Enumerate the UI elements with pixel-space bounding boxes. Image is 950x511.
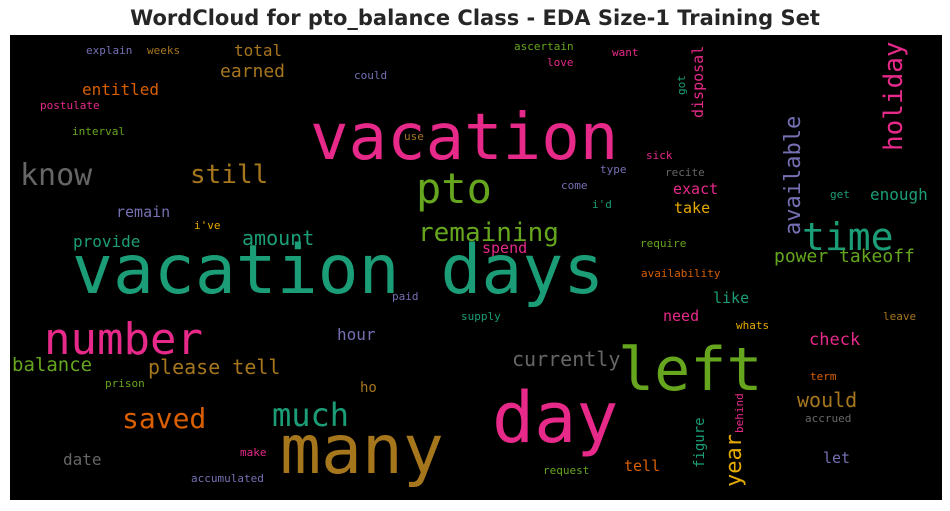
word-accrued: accrued (805, 412, 851, 425)
word-currently: currently (512, 347, 620, 371)
word-request: request (543, 464, 589, 477)
word-tell: tell (624, 457, 660, 475)
word-many: many (280, 411, 444, 490)
word-accumulated: accumulated (191, 472, 264, 485)
word-whats: whats (736, 319, 769, 332)
word-availability: availability (641, 267, 721, 280)
word-supply: supply (461, 310, 501, 323)
word-balance: balance (12, 354, 92, 376)
word-figure: figure (692, 417, 708, 468)
word-got: got (675, 75, 688, 95)
word-power-takeoff: power takeoff (774, 246, 915, 267)
word-total: total (234, 41, 282, 60)
word-come: come (561, 179, 588, 192)
word-ho: ho (360, 380, 377, 396)
word-make: make (240, 446, 267, 459)
word-would: would (797, 388, 857, 412)
word-type: type (600, 163, 627, 176)
word-number: number (44, 314, 203, 365)
word-much: much (272, 396, 349, 434)
word-prison: prison (105, 377, 145, 390)
word-explain: explain (86, 44, 132, 57)
word-please-tell: please tell (148, 355, 280, 379)
word-behind: behind (733, 393, 746, 433)
word-leave: leave (883, 310, 916, 323)
word-exact: exact (673, 180, 718, 198)
word-remaining: remaining (418, 218, 559, 248)
word-require: require (640, 237, 686, 250)
word-weeks: weeks (147, 44, 180, 57)
word-ascertain: ascertain (514, 40, 574, 53)
word-enough: enough (870, 185, 928, 204)
word-disposal: disposal (689, 46, 707, 118)
word-i-d: i'd (592, 198, 612, 211)
word-recite: recite (665, 166, 705, 179)
word-vacation: vacation (310, 101, 618, 175)
word-provide: provide (73, 232, 140, 251)
word-spend: spend (482, 239, 527, 257)
word-check: check (809, 330, 860, 350)
word-amount: amount (242, 226, 314, 250)
word-day: day (492, 377, 618, 459)
word-left: left (618, 335, 763, 405)
chart-title: WordCloud for pto_balance Class - EDA Si… (130, 6, 820, 30)
word-term: term (810, 370, 837, 383)
word-pto: pto (416, 164, 492, 213)
word-take: take (674, 199, 710, 217)
word-could: could (354, 69, 387, 82)
word-get: get (830, 188, 850, 201)
word-time: time (802, 215, 894, 259)
word-need: need (663, 307, 699, 325)
word-vacation-days: vacation days (72, 231, 604, 310)
word-remain: remain (116, 203, 170, 221)
word-sick: sick (646, 149, 673, 162)
word-use: use (404, 130, 424, 143)
word-date: date (63, 450, 102, 469)
word-paid: paid (392, 290, 419, 303)
word-want: want (612, 46, 639, 59)
word-hour: hour (337, 325, 376, 344)
word-holiday: holiday (879, 41, 909, 151)
word-like: like (713, 289, 749, 307)
word-earned: earned (220, 61, 285, 82)
word-available: available (781, 116, 806, 235)
word-still: still (190, 160, 268, 190)
word-saved: saved (122, 402, 206, 435)
word-let: let (823, 449, 850, 467)
word-year: year (722, 434, 747, 487)
word-know: know (20, 158, 93, 193)
word-interval: interval (72, 125, 125, 138)
word-entitled: entitled (82, 80, 159, 99)
word-love: love (547, 56, 574, 69)
word-postulate: postulate (40, 99, 100, 112)
word-i-ve: i've (194, 219, 221, 232)
